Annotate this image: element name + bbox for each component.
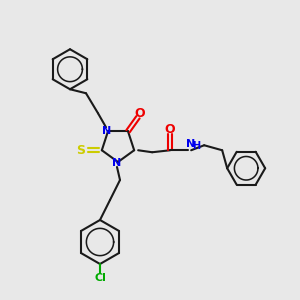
Text: S: S <box>76 144 85 157</box>
Text: N: N <box>102 126 112 136</box>
Text: O: O <box>135 107 145 120</box>
Text: Cl: Cl <box>94 273 106 283</box>
Text: N: N <box>185 139 195 149</box>
Text: H: H <box>192 141 200 151</box>
Text: N: N <box>112 158 122 167</box>
Text: O: O <box>165 123 175 136</box>
